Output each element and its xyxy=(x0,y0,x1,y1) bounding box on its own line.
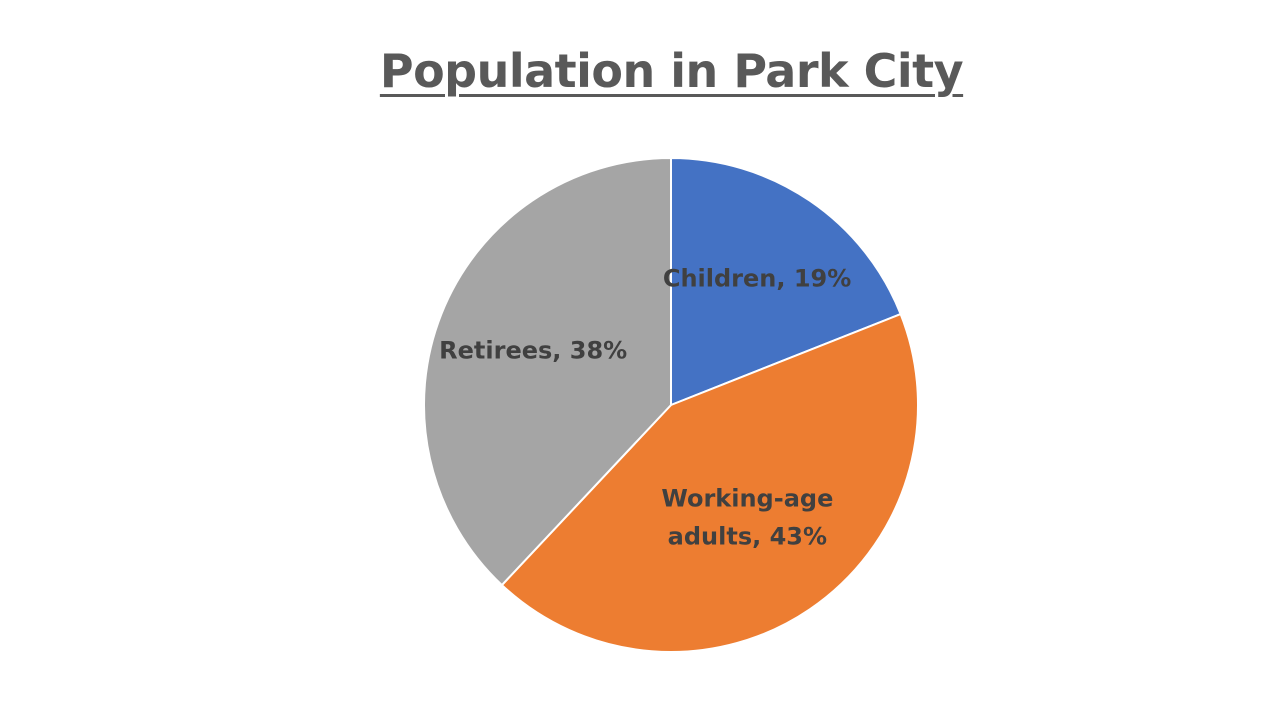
pie-slice-retirees xyxy=(423,156,672,587)
slice-label-retirees: Retirees, 38% xyxy=(439,336,627,364)
slice-label-children: Children, 19% xyxy=(663,264,851,292)
slice-label-working-age-adults: Working-age adults, 43% xyxy=(661,484,833,550)
chart-title: Population in Park City xyxy=(379,44,964,98)
pie-slice-working-age-adults xyxy=(500,312,919,653)
pie-slice-children xyxy=(670,156,902,407)
